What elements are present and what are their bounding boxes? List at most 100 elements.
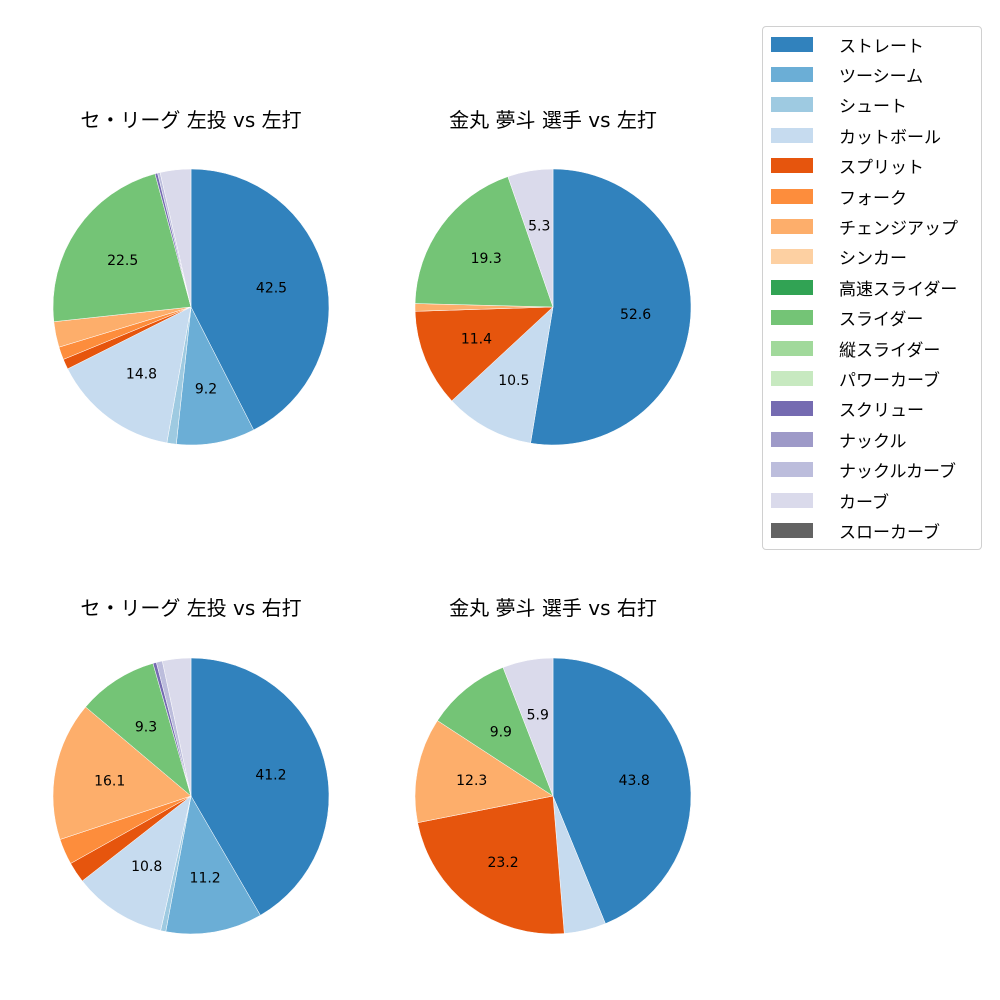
pie-slice (162, 657, 192, 797)
slice-value-label: 9.9 (490, 725, 512, 741)
pie-slice (176, 306, 254, 446)
legend-swatch (771, 66, 813, 82)
slice-value-label: 16.1 (94, 773, 125, 789)
legend-swatch (771, 522, 813, 538)
legend-item: カーブ (771, 488, 889, 513)
chart-title-player-vs-left: 金丸 夢斗 選手 vs 左打 (449, 108, 657, 132)
slice-value-label: 43.8 (619, 773, 650, 789)
legend-label: ナックルカーブ (839, 462, 956, 483)
legend-item: ナックル (771, 427, 907, 452)
legend-label: パワーカーブ (839, 370, 940, 391)
pie-slice (414, 176, 554, 308)
legend-swatch (771, 158, 813, 174)
legend-item: スプリット (771, 154, 924, 178)
pie-slice (437, 667, 554, 797)
slice-value-label: 22.5 (107, 253, 138, 269)
slice-value-label: 23.2 (487, 855, 518, 871)
pie-slice (52, 706, 192, 840)
legend-item: 高速スライダー (771, 275, 958, 300)
chart-title-league-vs-left: セ・リーグ 左投 vs 左打 (80, 108, 302, 132)
legend-label: シュート (839, 97, 907, 118)
legend-label: フォーク (839, 188, 907, 209)
slice-value-label: 5.9 (527, 708, 549, 724)
legend-label: スプリット (839, 158, 924, 179)
legend-item: フォーク (771, 184, 907, 209)
pie-slice (417, 795, 565, 935)
legend-item: ツーシーム (771, 62, 924, 87)
legend-swatch (771, 218, 813, 234)
legend-swatch (771, 249, 813, 265)
legend-swatch (771, 310, 813, 326)
legend-swatch (771, 370, 813, 386)
legend-label: 縦スライダー (839, 340, 941, 361)
legend-label: スローカーブ (839, 522, 940, 543)
slice-value-label: 5.3 (528, 218, 550, 234)
legend-label: ナックル (839, 431, 907, 452)
slice-value-label: 11.4 (461, 331, 492, 347)
pie-slice (165, 795, 261, 935)
chart-title-player-vs-right: 金丸 夢斗 選手 vs 右打 (449, 596, 657, 620)
pie-slice (190, 657, 330, 916)
slice-value-label: 10.8 (131, 859, 162, 875)
pie-slice (502, 657, 554, 797)
pie-slice (85, 663, 192, 797)
legend-swatch (771, 340, 813, 356)
legend-label: 高速スライダー (839, 279, 958, 300)
slice-value-label: 9.2 (195, 381, 217, 397)
legend-label: カーブ (839, 492, 889, 513)
legend-label: カットボール (839, 127, 941, 148)
legend-swatch (771, 492, 813, 508)
legend-swatch (771, 127, 813, 143)
slice-value-label: 52.6 (620, 307, 651, 323)
legend-item: シュート (771, 93, 907, 117)
slice-value-label: 11.2 (190, 871, 221, 887)
pie-slice (552, 657, 692, 924)
slice-value-label: 19.3 (471, 251, 502, 267)
legend-swatch (771, 431, 813, 447)
legend: ストレートツーシームシュートカットボール スプリットフォークチェンジアップ シンカー… (762, 26, 982, 550)
legend-item: チェンジアップ (771, 214, 958, 239)
pie-slice (67, 306, 192, 444)
pie-slice (414, 720, 554, 824)
slice-value-label: 9.3 (135, 719, 157, 735)
legend-swatch (771, 97, 813, 113)
slice-value-label: 42.5 (256, 281, 287, 297)
pie-slice (530, 168, 692, 446)
slice-value-label: 14.8 (126, 366, 157, 382)
legend-item: スローカーブ (771, 518, 940, 543)
legend-item: ナックルカーブ (771, 458, 956, 482)
pie-slice (81, 795, 192, 931)
legend-swatch (771, 36, 813, 52)
legend-label: チェンジアップ (839, 218, 958, 239)
slice-value-label: 12.3 (456, 773, 487, 789)
legend-label: ツーシーム (839, 66, 924, 87)
pie-slice (507, 168, 554, 308)
legend-label: スライダー (839, 310, 924, 331)
pie-slice (414, 306, 554, 402)
legend-swatch (771, 401, 813, 417)
legend-swatch (771, 279, 813, 295)
pie-slice (451, 306, 554, 444)
legend-label: シンカー (839, 249, 907, 270)
legend-label: ストレート (839, 36, 924, 57)
pie-slice (190, 168, 330, 431)
chart-title-league-vs-right: セ・リーグ 左投 vs 右打 (80, 596, 302, 620)
pie-slice (52, 173, 192, 322)
legend-swatch (771, 188, 813, 204)
legend-item: シンカー (771, 245, 907, 269)
legend-item: 縦スライダー (771, 336, 941, 361)
legend-item: パワーカーブ (771, 366, 940, 391)
slice-value-label: 10.5 (498, 373, 529, 389)
slice-value-label: 41.2 (255, 767, 286, 783)
legend-item: カットボール (771, 123, 941, 148)
legend-label: スクリュー (839, 401, 924, 422)
legend-item: スクリュー (771, 397, 924, 421)
legend-item: ストレート (771, 32, 924, 57)
pie-slice (159, 168, 192, 308)
legend-item: スライダー (771, 306, 923, 330)
legend-swatch (771, 462, 813, 478)
